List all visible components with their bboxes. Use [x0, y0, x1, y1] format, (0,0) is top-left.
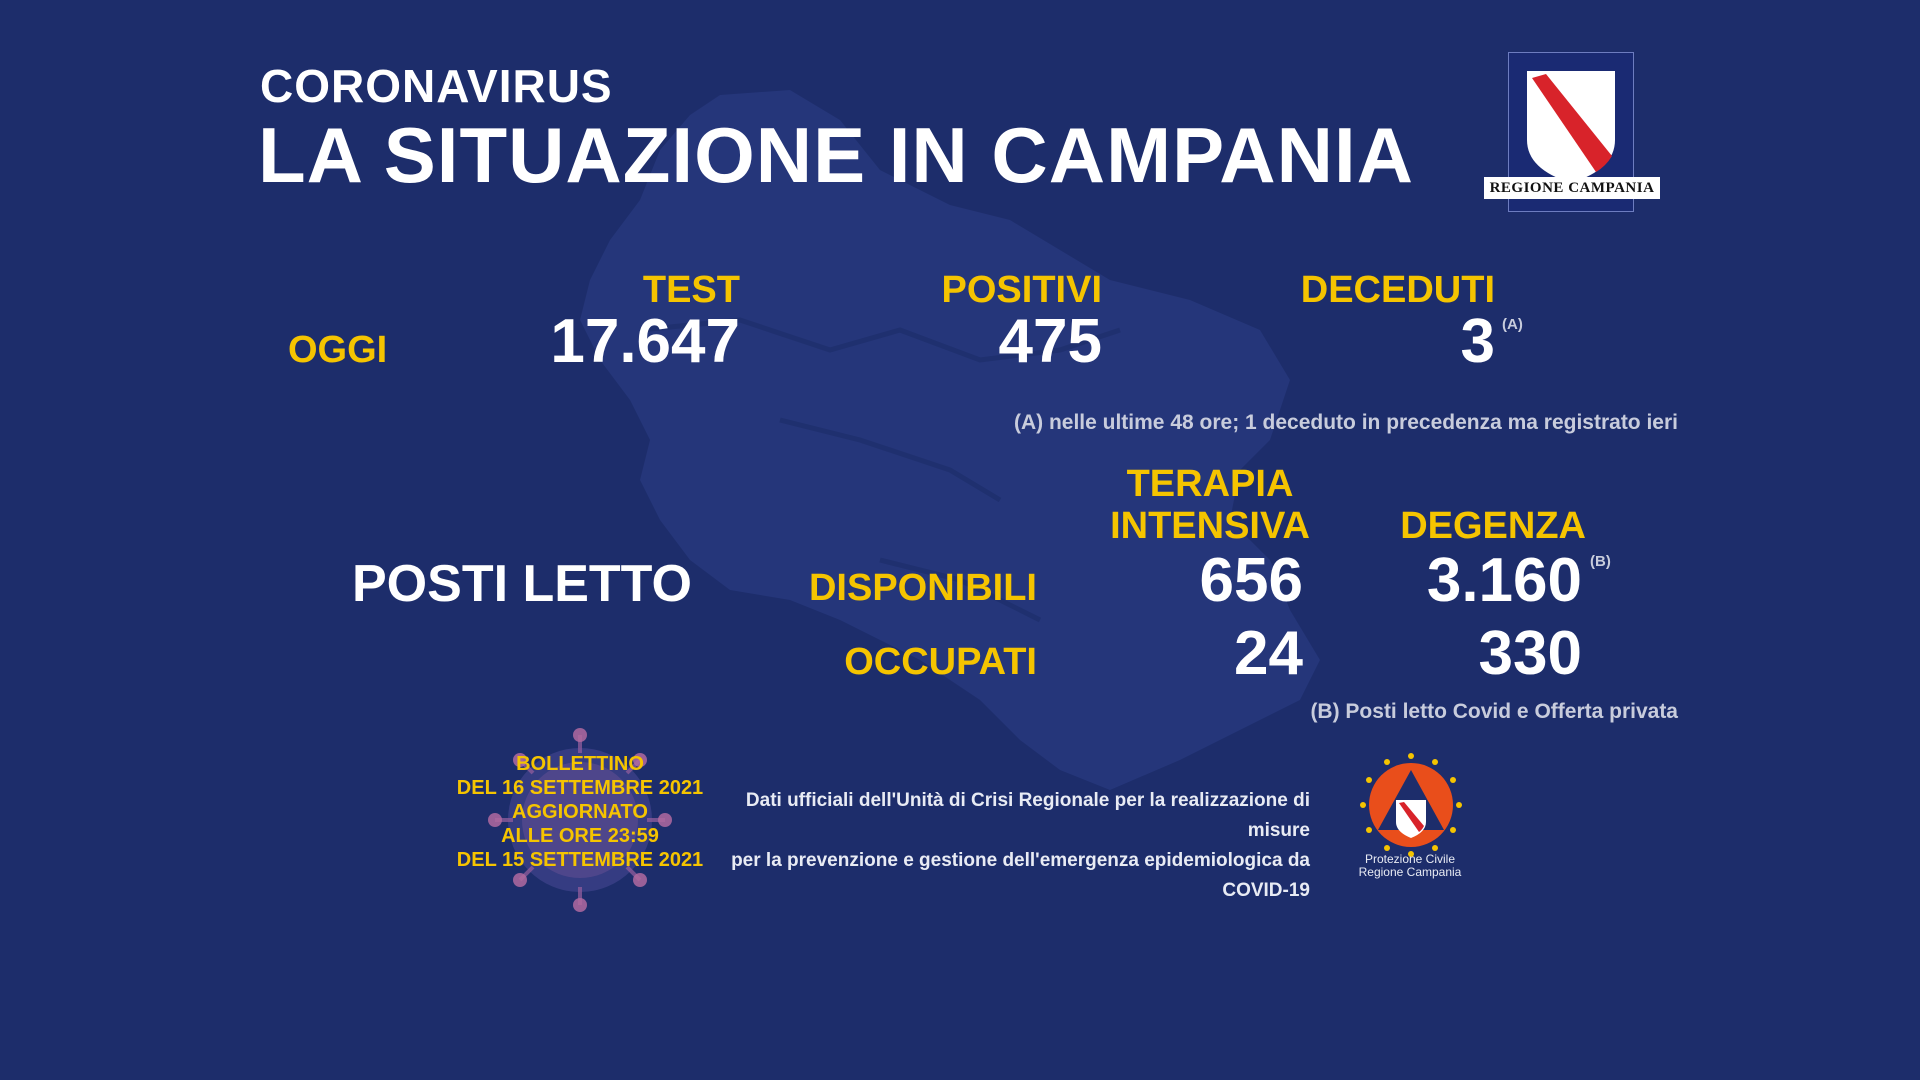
disponibili-row-label: DISPONIBILI	[808, 567, 1037, 609]
occupati-row-label: OCCUPATI	[844, 641, 1037, 683]
protezione-civile-line1: Protezione Civile	[1364, 852, 1456, 866]
bollettino-line1: BOLLETTINO	[516, 753, 644, 775]
note-b: (B) Posti letto Covid e Offerta privata	[1310, 700, 1678, 723]
positivi-label: POSITIVI	[941, 269, 1102, 311]
bollettino-line5: DEL 15 SETTEMBRE 2021	[456, 849, 704, 871]
posti-letto-title: POSTI LETTO	[352, 555, 692, 613]
footer-note: Dati ufficiali dell'Unità di Crisi Regio…	[700, 786, 1310, 906]
bollettino-info: BOLLETTINO DEL 16 SETTEMBRE 2021 AGGIORN…	[455, 752, 705, 872]
deceduti-note-mark: (A)	[1502, 316, 1523, 333]
test-label: TEST	[642, 269, 740, 311]
regione-campania-label: REGIONE CAMPANIA	[1484, 177, 1660, 199]
protezione-civile-label: Protezione Civile Regione Campania	[1330, 853, 1490, 879]
note-a: (A) nelle ultime 48 ore; 1 deceduto in p…	[1013, 411, 1678, 434]
oggi-row-label: OGGI	[288, 329, 388, 371]
degenza-note-mark: (B)	[1590, 553, 1611, 570]
footer-line2: per la prevenzione e gestione dell'emerg…	[731, 850, 1310, 901]
deceduti-label: DECEDUTI	[1300, 269, 1495, 311]
title-coronavirus: CORONAVIRUS	[260, 60, 613, 112]
title-situazione-campania: LA SITUAZIONE IN CAMPANIA	[258, 111, 1414, 199]
degenza-label: DEGENZA	[1400, 505, 1586, 547]
degenza-occupati-value: 330	[1478, 619, 1582, 688]
protezione-civile-logo-icon	[1360, 753, 1462, 857]
deceduti-value: 3	[1460, 307, 1495, 376]
terapia-intensiva-label-line2: INTENSIVA	[1110, 505, 1310, 547]
ti-occupati-value: 24	[1234, 619, 1303, 688]
footer-line1: Dati ufficiali dell'Unità di Crisi Regio…	[745, 790, 1310, 841]
regione-campania-logo-icon	[1508, 52, 1634, 212]
positivi-value: 475	[998, 307, 1102, 376]
degenza-disponibili-value: 3.160	[1426, 546, 1582, 615]
bollettino-line4: ALLE ORE 23:59	[501, 825, 659, 847]
ti-disponibili-value: 656	[1199, 546, 1303, 615]
protezione-civile-line2: Regione Campania	[1358, 865, 1462, 879]
bollettino-line3: AGGIORNATO	[512, 801, 648, 823]
test-value: 17.647	[550, 307, 740, 376]
bollettino-line2: DEL 16 SETTEMBRE 2021	[456, 777, 704, 799]
terapia-intensiva-label-line1: TERAPIA	[1126, 463, 1294, 505]
coronavirus-icon	[488, 728, 672, 912]
